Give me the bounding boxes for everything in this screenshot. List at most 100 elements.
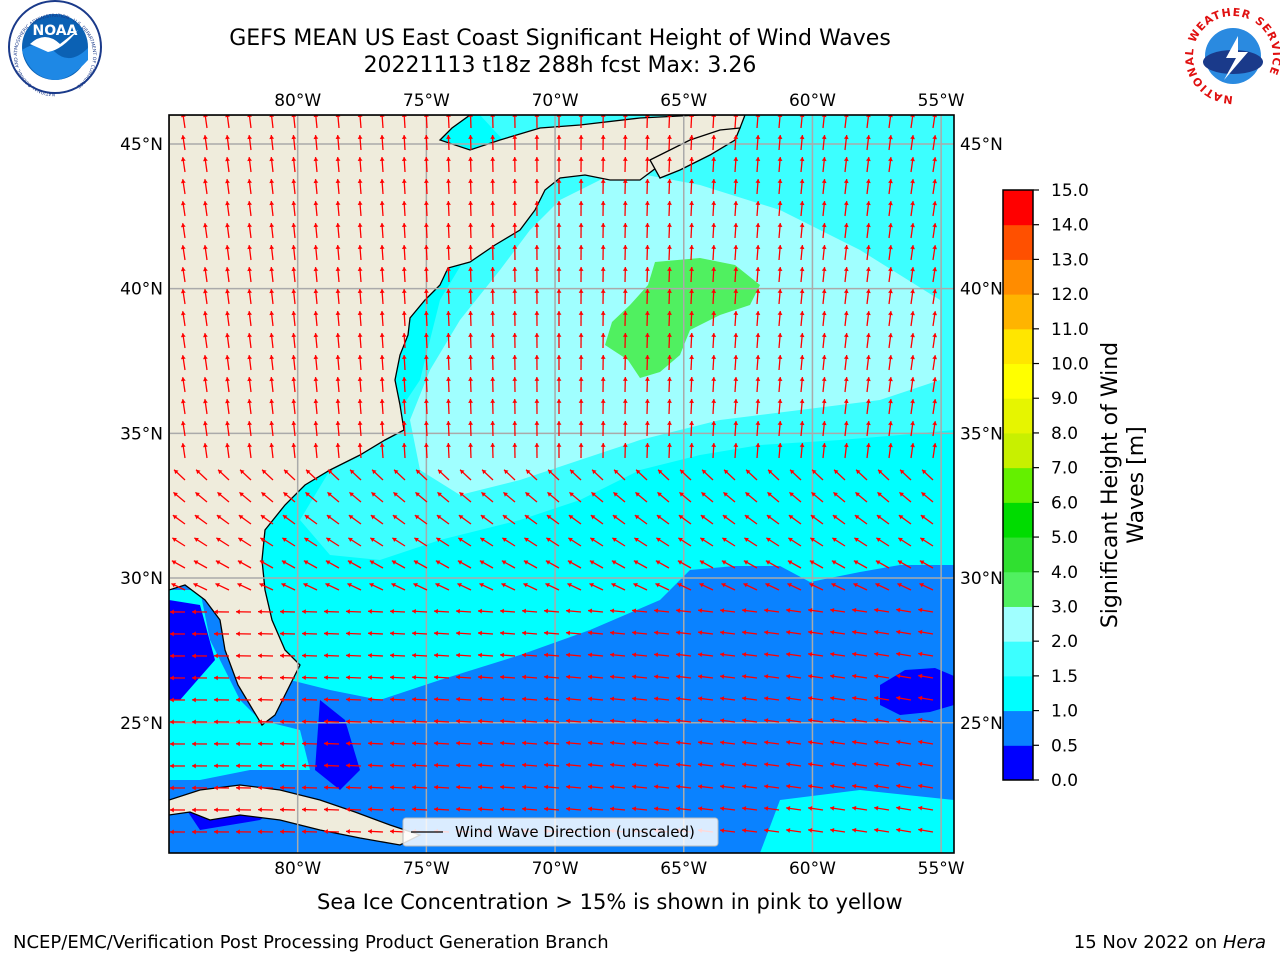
wave-arrow-head bbox=[556, 157, 562, 161]
wave-arrow-head bbox=[291, 377, 297, 382]
chart-title: GEFS MEAN US East Coast Significant Heig… bbox=[229, 26, 891, 51]
wave-arrow-head bbox=[677, 583, 682, 588]
colorbar-swatch bbox=[1003, 467, 1033, 503]
lon-tick-top: 75°W bbox=[403, 91, 450, 111]
wave-arrow-head bbox=[313, 289, 319, 294]
wave-arrow-head bbox=[236, 609, 240, 615]
wave-arrow-head bbox=[821, 135, 827, 140]
wave-arrow-head bbox=[468, 289, 474, 293]
wave-arrow-head bbox=[335, 377, 341, 382]
wave-arrow-head bbox=[874, 673, 879, 679]
wave-arrow-head bbox=[269, 399, 275, 404]
wave-arrow-head bbox=[468, 311, 474, 315]
wave-arrow-head bbox=[460, 469, 465, 475]
wave-arrow-head bbox=[843, 355, 849, 360]
wave-arrow-head bbox=[512, 157, 518, 161]
wave-arrow-head bbox=[852, 695, 857, 701]
wave-arrow-head bbox=[733, 421, 739, 425]
wave-arrow-head bbox=[566, 608, 571, 614]
wave-arrow-head bbox=[799, 223, 805, 228]
wave-arrow-head bbox=[874, 717, 879, 723]
wave-arrow-head bbox=[711, 157, 717, 161]
wave-arrow-head bbox=[853, 583, 858, 588]
wave-arrow-head bbox=[921, 492, 926, 497]
wave-arrow-head bbox=[622, 377, 628, 381]
wave-arrow-head bbox=[711, 289, 717, 293]
wave-arrow-head bbox=[843, 377, 849, 382]
wave-arrow-head bbox=[689, 223, 694, 227]
wave-arrow-head bbox=[370, 515, 376, 520]
wave-arrow-head bbox=[821, 201, 827, 206]
wave-arrow-head bbox=[702, 469, 707, 475]
wave-arrow-head bbox=[589, 560, 595, 565]
wave-arrow-head bbox=[843, 201, 849, 206]
colorbar-swatch bbox=[1003, 502, 1033, 538]
wave-arrow-head bbox=[832, 537, 837, 543]
wave-arrow-head bbox=[302, 697, 306, 703]
wave-arrow-head bbox=[755, 355, 761, 360]
wave-arrow-head bbox=[180, 311, 186, 316]
wave-arrow-head bbox=[896, 783, 901, 789]
colorbar-swatch bbox=[1003, 571, 1033, 607]
wave-arrow-head bbox=[566, 762, 571, 768]
wave-arrow-head bbox=[764, 762, 769, 767]
wave-arrow-head bbox=[742, 630, 747, 635]
wave-arrow-head bbox=[632, 696, 637, 702]
wave-arrow-head bbox=[720, 674, 725, 679]
wave-arrow-head bbox=[918, 827, 923, 833]
wave-arrow-head bbox=[269, 311, 275, 316]
wave-arrow-head bbox=[203, 333, 208, 338]
wave-arrow-head bbox=[214, 631, 218, 637]
wave-arrow-head bbox=[667, 377, 672, 381]
wave-arrow-head bbox=[458, 515, 464, 520]
wave-arrow-head bbox=[556, 245, 562, 249]
wave-arrow-head bbox=[412, 718, 416, 724]
wave-arrow-head bbox=[225, 333, 230, 338]
wave-arrow-head bbox=[910, 201, 915, 206]
wave-arrow-head bbox=[698, 762, 703, 768]
wave-arrow-head bbox=[799, 333, 805, 338]
wave-arrow-head bbox=[379, 355, 385, 360]
wave-arrow-head bbox=[610, 630, 615, 636]
wave-arrow-head bbox=[764, 608, 769, 613]
wave-arrow-head bbox=[843, 179, 849, 184]
wave-arrow-head bbox=[335, 421, 341, 426]
wave-arrow-head bbox=[654, 674, 659, 680]
wave-arrow-head bbox=[237, 583, 242, 588]
wave-arrow-head bbox=[633, 560, 639, 565]
wave-arrow-head bbox=[787, 560, 793, 565]
wave-arrow-head bbox=[346, 631, 350, 636]
wave-arrow-head bbox=[512, 377, 518, 381]
wave-arrow-head bbox=[566, 674, 571, 680]
wave-arrow-head bbox=[478, 784, 483, 790]
wave-arrow-head bbox=[899, 492, 904, 497]
wave-arrow-head bbox=[566, 806, 571, 812]
wave-arrow-head bbox=[733, 179, 739, 183]
wave-arrow-head bbox=[831, 583, 836, 588]
wave-arrow-head bbox=[468, 245, 474, 249]
wave-arrow-head bbox=[446, 377, 451, 381]
wave-arrow-head bbox=[456, 718, 460, 724]
wave-arrow-head bbox=[689, 399, 694, 403]
wave-arrow-head bbox=[478, 718, 483, 724]
wave-arrow-head bbox=[799, 399, 805, 404]
wave-arrow-head bbox=[368, 741, 372, 746]
wave-arrow-head bbox=[777, 179, 783, 184]
wave-arrow-head bbox=[689, 355, 694, 359]
wave-arrow-head bbox=[764, 696, 769, 701]
wave-arrow-head bbox=[412, 696, 416, 702]
wave-arrow-head bbox=[720, 718, 725, 723]
wave-arrow-head bbox=[655, 583, 660, 588]
wave-arrow-head bbox=[490, 245, 496, 249]
wave-arrow-head bbox=[821, 311, 827, 316]
wave-arrow-head bbox=[700, 537, 705, 543]
wave-arrow-head bbox=[843, 399, 849, 404]
colorbar: 0.0 0.5 1.0 1.5 2.0 3.0 4.0 5.0 6.0 7.0 8.0 9.0 10.0… bbox=[1002, 181, 1089, 791]
wave-arrow-head bbox=[500, 762, 505, 768]
wave-arrow-head bbox=[830, 827, 835, 833]
wave-arrow-head bbox=[711, 333, 717, 337]
wave-arrow-head bbox=[786, 652, 791, 657]
wave-arrow-head bbox=[436, 537, 441, 543]
lat-tick-left: 35°N bbox=[120, 424, 163, 444]
wave-arrow-head bbox=[932, 135, 938, 140]
